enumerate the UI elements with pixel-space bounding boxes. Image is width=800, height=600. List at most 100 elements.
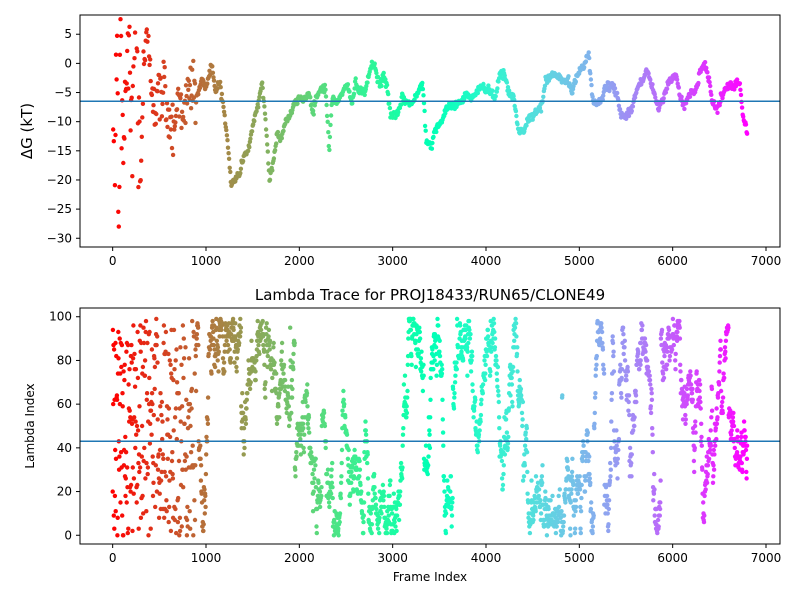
lambda-point bbox=[543, 489, 548, 494]
lambda-point bbox=[421, 373, 426, 378]
lambda-point bbox=[265, 353, 270, 359]
lambda-point bbox=[150, 454, 155, 459]
lambda-point bbox=[111, 347, 117, 352]
lambda-point bbox=[467, 327, 472, 333]
lambda-point bbox=[386, 513, 391, 518]
lambda-point bbox=[167, 434, 173, 440]
dg-point bbox=[162, 65, 167, 70]
dg-point bbox=[122, 136, 127, 141]
lambda-point bbox=[468, 369, 474, 374]
dg-point bbox=[309, 102, 314, 107]
lambda-point bbox=[155, 467, 161, 472]
dg-point bbox=[362, 92, 367, 98]
lambda-point bbox=[211, 342, 216, 348]
lambda-point bbox=[489, 349, 494, 354]
dg-point bbox=[687, 94, 693, 100]
lambda-point bbox=[155, 334, 160, 339]
lambda-point bbox=[173, 506, 178, 512]
lambda-point bbox=[452, 380, 458, 385]
lambda-point bbox=[198, 463, 204, 468]
lambda-point bbox=[689, 391, 695, 396]
lambda-point bbox=[557, 487, 562, 492]
lambda-point bbox=[312, 476, 317, 481]
dg-point bbox=[495, 86, 500, 91]
lambda-point bbox=[560, 393, 565, 398]
dg-point bbox=[165, 124, 170, 130]
lambda-point bbox=[135, 482, 140, 488]
lambda-point bbox=[529, 478, 534, 483]
lambda-point bbox=[206, 351, 211, 357]
lambda-point bbox=[346, 447, 351, 453]
lambda-point bbox=[619, 395, 624, 400]
lambda-point bbox=[691, 458, 697, 464]
dg-point bbox=[159, 114, 165, 119]
lambda-point bbox=[524, 436, 529, 442]
lambda-point bbox=[571, 482, 576, 488]
dg-point bbox=[215, 86, 220, 92]
lambda-point bbox=[161, 456, 166, 461]
lambda-point bbox=[439, 371, 445, 376]
lambda-point bbox=[149, 432, 154, 437]
lambda-point bbox=[227, 347, 232, 352]
lambda-point bbox=[572, 530, 578, 536]
lambda-point bbox=[279, 358, 284, 363]
lambda-point bbox=[301, 426, 306, 431]
dg-x-tick-label: 1000 bbox=[191, 254, 222, 268]
lambda-point bbox=[715, 415, 720, 420]
lambda-point bbox=[592, 395, 598, 400]
lambda-point bbox=[590, 524, 596, 529]
dg-point bbox=[604, 83, 609, 89]
lambda-point bbox=[191, 329, 196, 335]
lambda-point bbox=[426, 463, 431, 468]
dg-point bbox=[248, 136, 253, 141]
lambda-point bbox=[127, 367, 132, 372]
lambda-point bbox=[442, 478, 447, 483]
dg-point bbox=[158, 75, 163, 81]
lambda-point bbox=[138, 515, 144, 520]
dg-point bbox=[601, 89, 606, 95]
lambda-point bbox=[649, 391, 654, 396]
lambda-point bbox=[365, 460, 370, 466]
lambda-point bbox=[698, 399, 703, 405]
lambda-point bbox=[575, 491, 581, 496]
dg-point bbox=[224, 133, 230, 138]
lambda-point bbox=[292, 340, 297, 346]
dg-point bbox=[624, 116, 629, 122]
lambda-point bbox=[141, 325, 146, 330]
dg-point bbox=[272, 148, 278, 153]
lambda-point bbox=[150, 493, 156, 499]
lambda-point bbox=[600, 347, 606, 352]
lambda-point bbox=[405, 395, 410, 400]
lambda-point bbox=[514, 334, 519, 339]
lambda-point bbox=[711, 463, 716, 468]
lambda-point bbox=[279, 349, 284, 354]
lambda-point bbox=[258, 327, 264, 333]
lambda-point bbox=[293, 467, 298, 472]
dg-point bbox=[587, 55, 592, 61]
lambda-point bbox=[192, 517, 198, 523]
lambda-point bbox=[499, 458, 505, 464]
lambda-point bbox=[180, 323, 186, 328]
lambda-point bbox=[144, 460, 149, 466]
lambda-point bbox=[594, 353, 599, 359]
lambda-point bbox=[217, 334, 222, 339]
lambda-point bbox=[205, 395, 211, 400]
lambda-point bbox=[571, 513, 576, 518]
dg-point bbox=[184, 101, 190, 106]
lambda-point bbox=[141, 340, 147, 346]
lambda-point bbox=[714, 406, 719, 411]
lambda-point bbox=[377, 530, 382, 536]
lambda-point bbox=[374, 506, 379, 512]
lambda-point bbox=[384, 530, 390, 536]
dg-point bbox=[183, 83, 189, 88]
lambda-point bbox=[160, 419, 165, 424]
lambda-point bbox=[394, 528, 399, 534]
lambda-title: Lambda Trace for PROJ18433/RUN65/CLONE49 bbox=[255, 286, 605, 304]
lambda-point bbox=[413, 338, 418, 343]
dg-x-tick-label: 7000 bbox=[751, 254, 782, 268]
lambda-point bbox=[125, 342, 131, 348]
lambda-point bbox=[147, 441, 153, 446]
lambda-point bbox=[625, 369, 631, 374]
lambda-point bbox=[539, 474, 545, 479]
lambda-point bbox=[143, 318, 149, 324]
